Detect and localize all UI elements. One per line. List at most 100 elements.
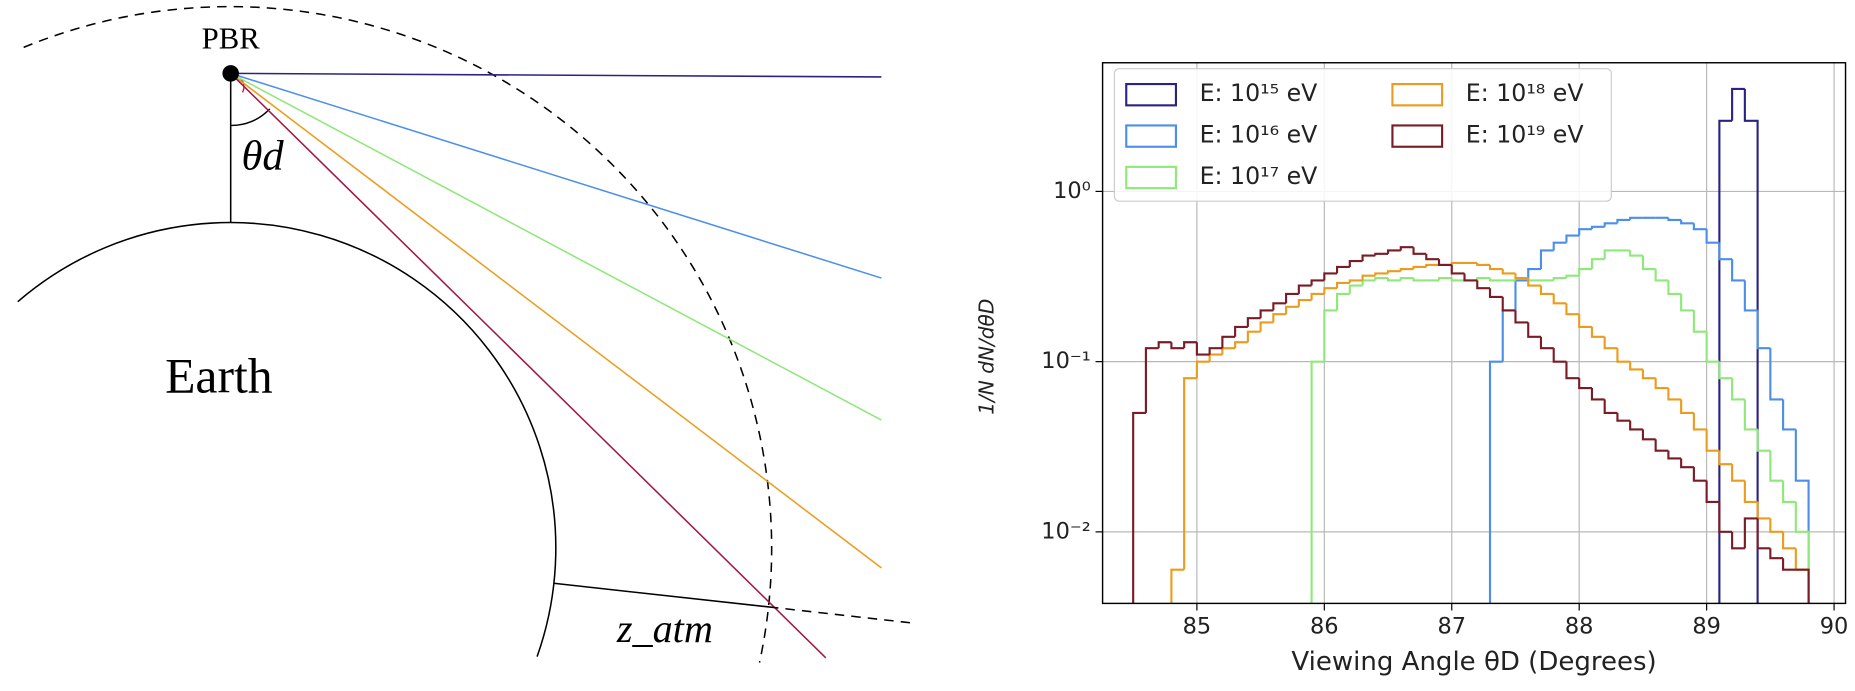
histogram-bin xyxy=(1641,369,1656,380)
histogram-bin xyxy=(1629,250,1643,257)
histogram-bin xyxy=(1590,326,1605,338)
x-tick-label: 85 xyxy=(1183,614,1212,640)
histogram-bin xyxy=(1246,317,1261,327)
histogram-bin xyxy=(1425,263,1440,267)
histogram-bin xyxy=(1501,269,1516,275)
histogram-bin xyxy=(1578,267,1592,276)
x-tick-label: 89 xyxy=(1692,614,1721,640)
histogram-bin xyxy=(1769,548,1784,560)
histogram-bin xyxy=(1272,302,1287,311)
histogram-bin xyxy=(1705,480,1720,503)
angle-label: θd xyxy=(242,133,285,180)
histogram-bin xyxy=(1348,284,1363,294)
histogram-bin xyxy=(1195,342,1210,356)
histogram-bin xyxy=(1718,450,1733,466)
plot-frame xyxy=(1101,62,1847,605)
histogram-bin xyxy=(1782,480,1796,503)
legend-box xyxy=(1113,68,1612,202)
histogram-bin xyxy=(1412,265,1427,270)
histogram-bin xyxy=(1195,360,1210,379)
histogram-bin xyxy=(1565,361,1580,380)
histogram-bin xyxy=(1756,310,1771,350)
histogram-bin xyxy=(1552,293,1567,305)
histogram-bin xyxy=(1590,258,1605,270)
histogram-bin xyxy=(1374,276,1389,281)
histogram-bin xyxy=(1412,278,1427,282)
histogram-bin xyxy=(1514,273,1529,280)
sight-line xyxy=(230,72,882,279)
histogram-bin xyxy=(1769,518,1784,533)
histogram-bin xyxy=(1476,280,1490,290)
histogram-bin xyxy=(1743,480,1758,503)
histogram-bin xyxy=(1437,276,1452,281)
histogram-bin xyxy=(1629,216,1643,220)
histogram-bin xyxy=(1794,548,1810,604)
source-label: PBR xyxy=(202,22,261,56)
histogram-bin xyxy=(1259,309,1274,319)
histogram-bin xyxy=(1183,341,1197,349)
histogram-bin xyxy=(1348,259,1363,267)
legend-label: E: 10¹⁶ eV xyxy=(1200,121,1318,149)
histogram-bin xyxy=(1718,501,1733,533)
histogram-bin xyxy=(1208,347,1223,355)
histogram-bin xyxy=(1336,281,1350,289)
histogram-bin xyxy=(1565,274,1580,279)
histogram-bin xyxy=(1705,229,1720,244)
histogram-bin xyxy=(1794,501,1810,604)
legend-label: E: 10¹⁷ eV xyxy=(1200,162,1318,190)
histogram-bin xyxy=(1692,223,1707,231)
histogram-bin xyxy=(1731,87,1745,121)
atmosphere-boundary xyxy=(23,5,773,663)
histogram-bin xyxy=(1488,278,1503,282)
histogram-bin xyxy=(1374,252,1389,256)
histogram-bin xyxy=(1361,279,1376,286)
histogram-bin xyxy=(1234,341,1248,349)
y-tick-label: 10⁻² xyxy=(1041,518,1090,544)
histogram-bin xyxy=(1132,411,1146,604)
histogram-bin xyxy=(1782,399,1796,431)
histogram-bin xyxy=(1488,264,1503,271)
histogram-bin xyxy=(1297,284,1312,294)
y-tick-label: 10⁰ xyxy=(1053,178,1091,204)
histogram-bin xyxy=(1578,228,1592,236)
histogram-bin xyxy=(1565,303,1580,316)
histogram-bin xyxy=(1246,330,1261,343)
histogram-bin xyxy=(1641,255,1656,271)
histogram-bin xyxy=(1476,262,1490,266)
histogram-bin xyxy=(1743,280,1758,312)
histogram-bin xyxy=(1603,336,1618,350)
histogram-bin xyxy=(1323,287,1338,294)
histogram-bin xyxy=(1170,568,1185,604)
histogram-bin xyxy=(1718,119,1733,604)
histogram-bin xyxy=(1501,309,1516,362)
histogram-bin xyxy=(1386,278,1401,282)
histogram-bin xyxy=(1208,353,1223,362)
histogram-bin xyxy=(1285,305,1299,315)
histogram-bin xyxy=(1756,501,1771,520)
histogram-bin xyxy=(1629,361,1643,371)
histogram-bin xyxy=(1412,247,1427,255)
diagram: PBR θd Earth z_atm xyxy=(17,5,917,663)
histogram-bin xyxy=(1399,267,1414,272)
histogram-bin xyxy=(1616,348,1631,363)
x-axis-label: Viewing Angle θD (Degrees) xyxy=(1291,647,1656,677)
histogram-bin xyxy=(1756,518,1771,550)
histogram-bin xyxy=(1539,336,1554,350)
histogram-bin xyxy=(1629,420,1643,431)
histogram-bin xyxy=(1552,276,1567,281)
histogram-bin xyxy=(1539,285,1554,295)
legend-swatch xyxy=(1125,82,1178,107)
histogram-bin xyxy=(1323,309,1338,362)
histogram-bin xyxy=(1692,412,1707,431)
histogram-bin xyxy=(1552,348,1567,363)
histogram-bin xyxy=(1565,234,1580,243)
histogram-bin xyxy=(1170,342,1185,350)
histogram-bin xyxy=(1578,314,1592,328)
histogram-bin xyxy=(1680,293,1694,312)
histogram-bin xyxy=(1527,322,1541,338)
histogram-bin xyxy=(1616,218,1631,224)
histogram-bin xyxy=(1183,377,1197,570)
legend-swatch xyxy=(1391,82,1444,107)
histogram-bin xyxy=(1680,219,1694,225)
histogram-bin xyxy=(1221,347,1236,355)
